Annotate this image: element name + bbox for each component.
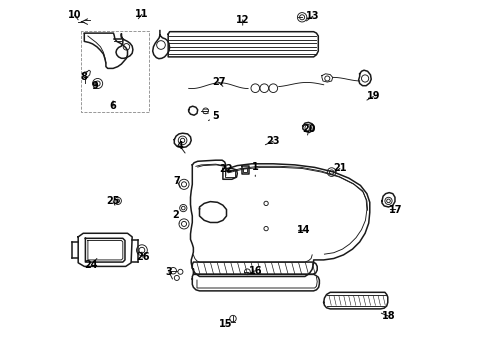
- Text: 17: 17: [388, 204, 402, 215]
- Text: 4: 4: [176, 141, 185, 153]
- Text: 16: 16: [247, 266, 262, 276]
- Text: 18: 18: [381, 311, 394, 321]
- Text: 23: 23: [265, 136, 280, 146]
- Text: 26: 26: [136, 252, 149, 262]
- Bar: [224, 170, 234, 177]
- Text: 24: 24: [84, 258, 98, 270]
- Text: 8: 8: [81, 72, 88, 82]
- Text: 14: 14: [297, 225, 310, 235]
- Text: 13: 13: [305, 11, 319, 21]
- Text: 6: 6: [109, 101, 116, 111]
- Text: 25: 25: [106, 196, 120, 206]
- Text: 10: 10: [68, 10, 81, 20]
- Text: 12: 12: [236, 15, 249, 25]
- Text: 2: 2: [172, 210, 179, 223]
- Text: 9: 9: [92, 81, 98, 91]
- Text: 27: 27: [211, 77, 225, 87]
- Text: 15: 15: [219, 319, 232, 329]
- Text: 22: 22: [219, 164, 232, 176]
- Text: 11: 11: [135, 9, 148, 19]
- Text: 21: 21: [332, 163, 346, 174]
- Text: 1: 1: [251, 162, 258, 176]
- Text: 5: 5: [208, 111, 219, 121]
- Text: 7: 7: [173, 176, 180, 187]
- Text: 3: 3: [165, 267, 172, 279]
- Text: 20: 20: [302, 124, 315, 135]
- Text: 19: 19: [366, 91, 379, 102]
